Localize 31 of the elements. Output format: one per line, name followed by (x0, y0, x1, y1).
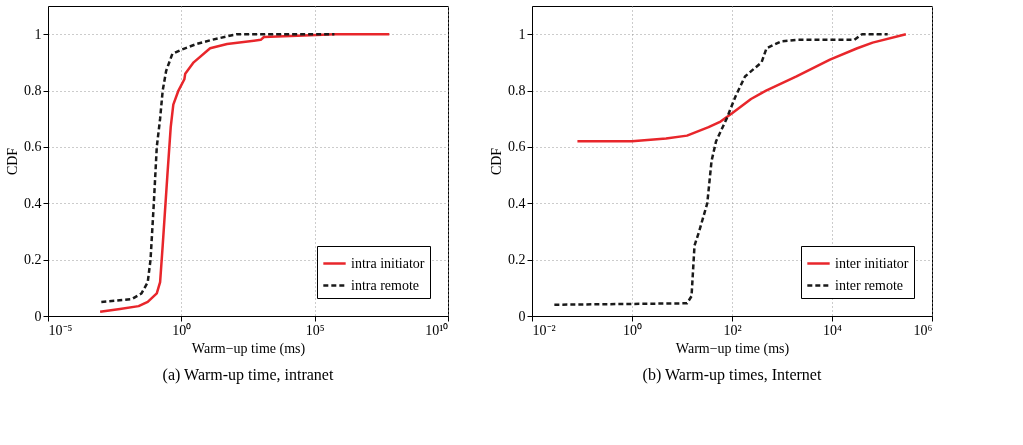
y-tick-label: 0.6 (508, 139, 526, 155)
x-tick-label: 10⁵ (305, 322, 325, 338)
y-axis-title: CDF (5, 147, 20, 176)
y-tick-label: 0.4 (508, 195, 526, 211)
legend-label: inter remote (835, 277, 904, 293)
text: (b) Warm-up times, Internet (642, 366, 822, 384)
x-tick-label: 10⁴ (823, 322, 843, 338)
y-tick-label: 0.8 (508, 83, 526, 99)
y-tick-label: 0.6 (24, 139, 42, 155)
text: (a) Warm-up time, intranet (162, 366, 334, 384)
y-tick-label: 0.2 (508, 252, 526, 268)
x-tick-label: 10⁻⁵ (48, 322, 73, 338)
x-tick-label: 10⁰ (172, 322, 192, 338)
y-tick-label: 0.4 (24, 195, 42, 211)
x-tick-label: 10⁶ (913, 322, 933, 338)
y-tick-label: 0 (34, 308, 42, 324)
legend-label: inter initiator (835, 255, 909, 271)
y-tick-label: 1 (518, 26, 526, 42)
x-axis-title: Warm−up time (ms) (191, 340, 306, 357)
x-axis-title: Warm−up time (ms) (675, 340, 790, 357)
legend-label: intra initiator (351, 255, 425, 271)
y-tick-label: 1 (34, 26, 42, 42)
x-tick-label: 10⁻² (532, 322, 556, 338)
y-tick-label: 0.2 (24, 252, 42, 268)
y-tick-label: 0 (518, 308, 526, 324)
x-tick-label: 10⁰ (623, 322, 642, 338)
legend-label: intra remote (351, 277, 420, 293)
y-axis-title: CDF (489, 147, 504, 176)
x-tick-label: 10¹⁰ (425, 322, 449, 338)
x-tick-label: 10² (723, 322, 742, 338)
y-tick-label: 0.8 (24, 83, 42, 99)
